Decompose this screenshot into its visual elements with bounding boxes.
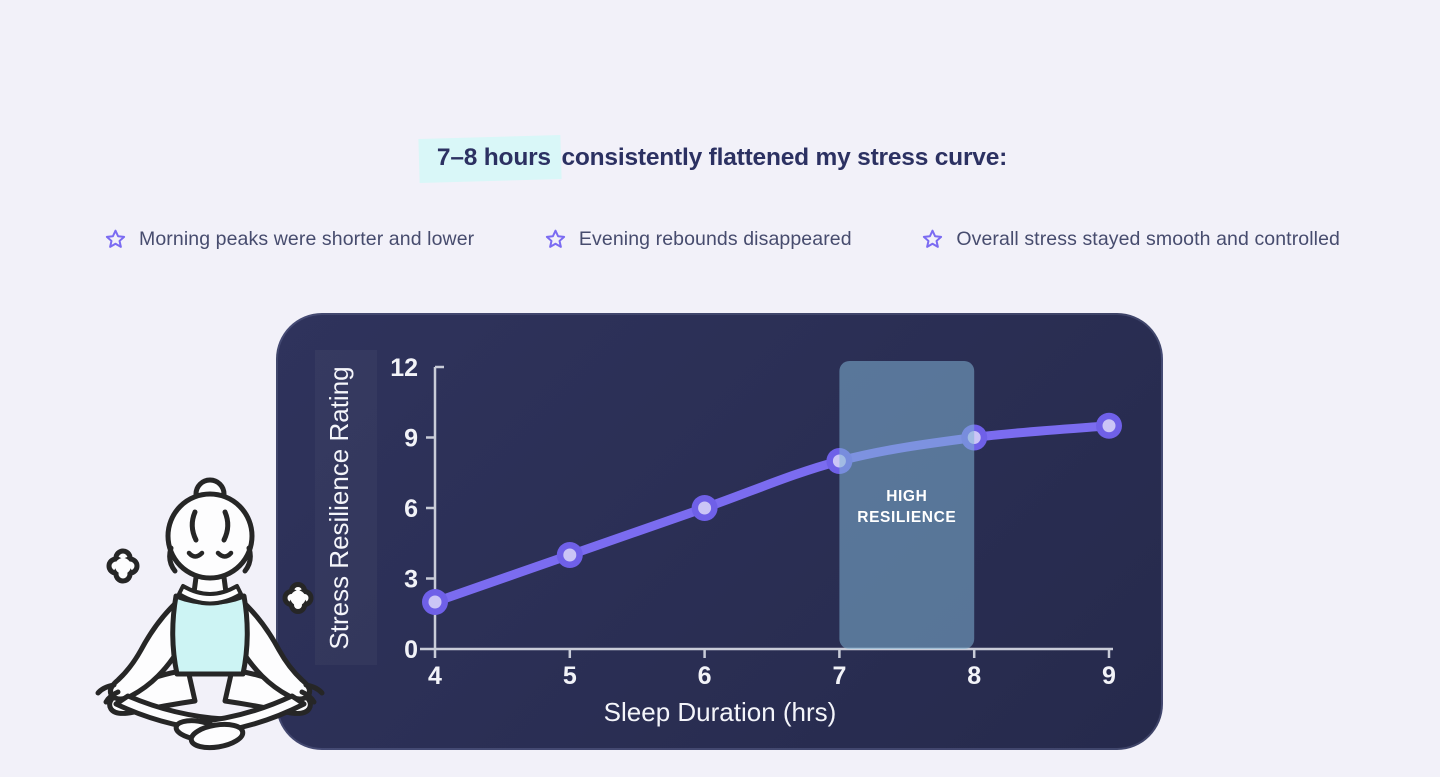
figure-right-fingers xyxy=(299,682,325,705)
y-tick-label: 9 xyxy=(404,425,418,453)
x-tick-label: 9 xyxy=(1102,662,1116,690)
figure-hair-strands xyxy=(189,509,231,543)
list-item: Morning peaks were shorter and lower xyxy=(104,228,474,251)
data-point-core xyxy=(563,548,577,562)
x-axis-title: Sleep Duration (hrs) xyxy=(604,697,837,727)
list-item-label: Evening rebounds disappeared xyxy=(578,228,852,250)
figure-side-hair xyxy=(167,545,253,574)
stress-chart-svg: 0 3 6 9 12 4 5 6 7 8 9 HIGH RESILIENCE Sleep Duration… xyxy=(324,354,1122,727)
star-icon xyxy=(105,229,126,248)
headline-highlight: 7–8 hours xyxy=(433,144,555,172)
figure-head xyxy=(165,491,255,581)
star-icon xyxy=(923,229,943,248)
list-item: Evening rebounds disappeared xyxy=(544,228,852,251)
headline-rest: consistently flattened my stress curve: xyxy=(554,144,1008,171)
page-title: 7–8 hours consistently flattened my stre… xyxy=(0,144,1440,172)
y-axis-title: Stress Resilience Rating xyxy=(324,366,354,649)
figure-front-foot xyxy=(188,721,246,751)
data-point-core xyxy=(428,595,442,609)
list-item-label: Overall stress stayed smooth and control… xyxy=(956,228,1340,250)
x-tick-label: 5 xyxy=(563,662,577,690)
x-tick-label: 8 xyxy=(967,662,981,690)
sparkle-icon xyxy=(282,582,314,614)
figure-closed-eyes xyxy=(186,550,234,559)
y-tick-label: 6 xyxy=(404,495,418,523)
data-point-core xyxy=(698,501,712,515)
y-tick-label: 3 xyxy=(404,566,418,594)
benefits-list: Morning peaks were shorter and lower Eve… xyxy=(104,228,1340,251)
figure-tank-top xyxy=(170,593,250,677)
resilience-line xyxy=(430,421,1114,607)
star-icon xyxy=(545,229,566,248)
figure-neckline xyxy=(177,584,243,606)
figure-left-fingers xyxy=(95,682,121,705)
data-point-core xyxy=(1102,419,1116,433)
band-label: HIGH RESILIENCE xyxy=(857,488,956,526)
y-tick-label: 0 xyxy=(404,636,418,664)
x-tick-label: 7 xyxy=(832,662,846,690)
list-item: Overall stress stayed smooth and control… xyxy=(921,228,1340,251)
high-resilience-band xyxy=(839,361,975,649)
x-tick-label: 4 xyxy=(428,662,442,690)
sparkle-icon xyxy=(106,548,140,584)
x-tick-label: 6 xyxy=(698,662,712,690)
y-tick-label: 12 xyxy=(390,354,418,382)
list-item-label: Morning peaks were shorter and lower xyxy=(139,228,475,250)
chart-card: 0 3 6 9 12 4 5 6 7 8 9 HIGH RESILIENCE Sleep Duration… xyxy=(276,313,1163,750)
meditating-person-illustration xyxy=(85,477,335,777)
